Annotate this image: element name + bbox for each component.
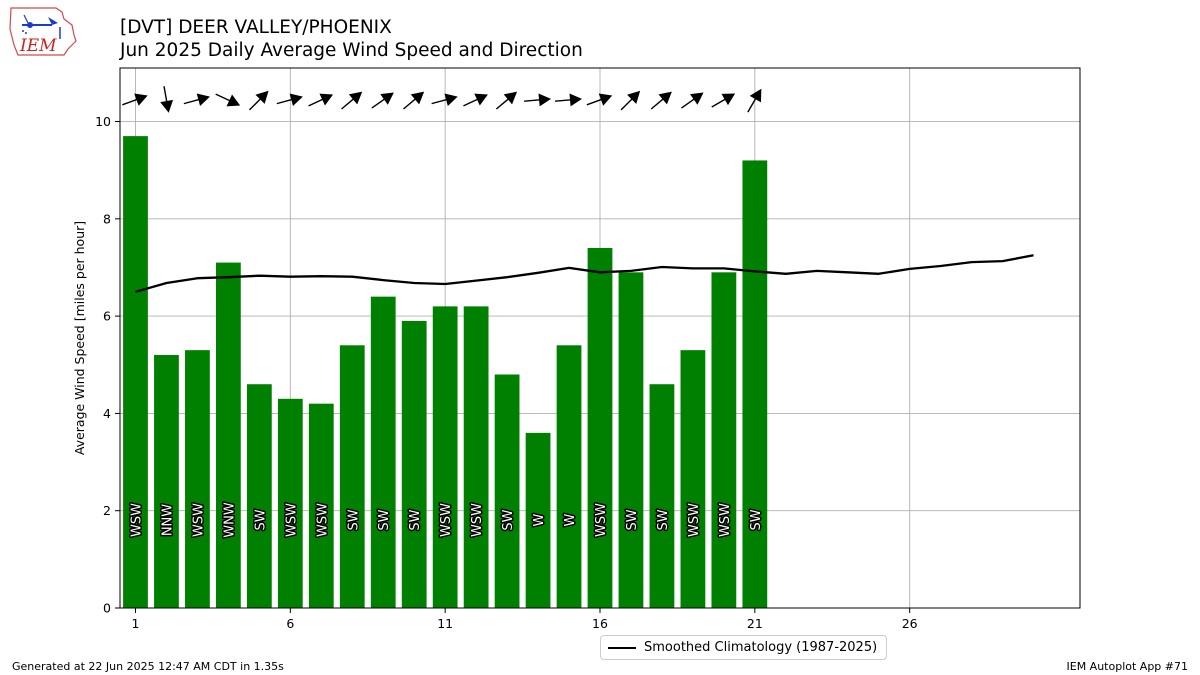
wind-direction-label: WSW (594, 503, 609, 537)
wind-direction-label: SW (408, 509, 423, 530)
wind-bar (308, 403, 334, 608)
climatology-layer (135, 254, 1034, 293)
legend: Smoothed Climatology (1987-2025) (600, 635, 888, 660)
x-tick-label: 21 (747, 616, 763, 631)
x-tick-label: 6 (286, 616, 294, 631)
y-tick-label: 10 (95, 114, 111, 129)
wind-bar (742, 160, 768, 608)
footer-app-label: IEM Autoplot App #71 (1066, 660, 1189, 673)
wind-bar (494, 374, 520, 608)
legend-label: Smoothed Climatology (1987-2025) (644, 640, 878, 655)
wind-arrow (681, 92, 704, 109)
wind-bar (246, 384, 272, 608)
wind-bar (432, 306, 458, 608)
wind-arrow (495, 91, 518, 110)
wind-bar (587, 248, 613, 608)
wind-direction-label: W (563, 513, 578, 526)
wind-direction-label: SW (625, 509, 640, 530)
y-tick-label: 6 (103, 309, 111, 324)
wind-arrow (341, 91, 363, 110)
wind-direction-label: WSW (470, 503, 485, 537)
wind-direction-label: SW (749, 509, 764, 530)
wind-arrows (122, 86, 762, 113)
wind-arrow (183, 93, 210, 107)
wind-direction-label: SW (377, 509, 392, 530)
wind-bar (525, 432, 551, 608)
wind-arrow (308, 93, 334, 107)
wind-bar (711, 272, 737, 608)
wind-arrow (524, 93, 552, 107)
wind-direction-label: SW (501, 509, 516, 530)
climatology-line (135, 254, 1034, 293)
wind-arrow (276, 93, 303, 107)
footer-generated-text: Generated at 22 Jun 2025 12:47 AM CDT in… (12, 660, 284, 673)
wind-bar (401, 320, 427, 608)
wind-arrow (711, 93, 736, 108)
wind-arrow (160, 86, 174, 113)
wind-direction-label: WSW (191, 503, 206, 537)
wind-arrow (122, 93, 148, 106)
wind-direction-label: W (532, 513, 547, 526)
wind-arrow (215, 93, 241, 107)
wind-direction-label: WNW (222, 502, 237, 538)
wind-bar (339, 345, 365, 608)
iem-logo: IEM (9, 7, 77, 56)
chart-title-subtitle: Jun 2025 Daily Average Wind Speed and Di… (120, 40, 583, 61)
wind-bar (556, 345, 582, 608)
wind-direction-label: WSW (439, 503, 454, 537)
wind-bar (370, 296, 396, 608)
wind-arrow (371, 92, 394, 109)
y-axis-label: Average Wind Speed [miles per hour] (72, 221, 87, 455)
wind-bar (618, 272, 644, 608)
wind-bar (680, 350, 706, 608)
direction-labels: WSW NNW WSW WNW SW WSW WSW SW SW SW WSW WSW SW W W WSW S… (128, 501, 765, 540)
wind-arrow (650, 91, 672, 110)
wind-arrow (555, 93, 582, 107)
wind-bar (463, 306, 489, 608)
chart-title-station: [DVT] DEER VALLEY/PHOENIX (120, 17, 392, 38)
wind-bar (154, 355, 179, 608)
wind-arrow (747, 88, 762, 113)
wind-direction-label: SW (656, 509, 671, 530)
x-tick-label: 11 (437, 616, 453, 631)
wind-arrow (620, 90, 641, 111)
wind-direction-label: WSW (315, 503, 330, 537)
wind-direction-label: SW (346, 509, 361, 530)
y-tick-label: 2 (103, 503, 111, 518)
wind-arrow (463, 93, 488, 107)
wind-arrow (403, 91, 425, 110)
y-tick-label: 8 (103, 211, 111, 226)
wind-arrow (431, 93, 458, 107)
wind-bar (123, 136, 148, 609)
x-tick-label: 1 (132, 616, 140, 631)
wind-bar (277, 398, 303, 608)
wind-bars (123, 136, 768, 609)
wind-direction-label: WSW (129, 503, 144, 537)
wind-bar (185, 350, 210, 608)
wind-direction-label: WSW (284, 503, 299, 537)
svg-text:IEM: IEM (19, 36, 57, 56)
wind-arrow (248, 90, 269, 111)
y-tick-label: 0 (103, 601, 111, 616)
wind-direction-label: NNW (160, 504, 175, 536)
wind-bar (216, 262, 241, 608)
wind-arrow (586, 93, 613, 106)
wind-bar (649, 384, 675, 608)
wind-direction-label: WSW (687, 503, 702, 537)
y-tick-label: 4 (103, 406, 111, 421)
x-tick-label: 16 (592, 616, 608, 631)
wind-direction-label: WSW (718, 503, 733, 537)
wind-direction-label: SW (253, 509, 268, 530)
x-tick-label: 26 (902, 616, 918, 631)
legend-line-swatch (608, 646, 636, 649)
